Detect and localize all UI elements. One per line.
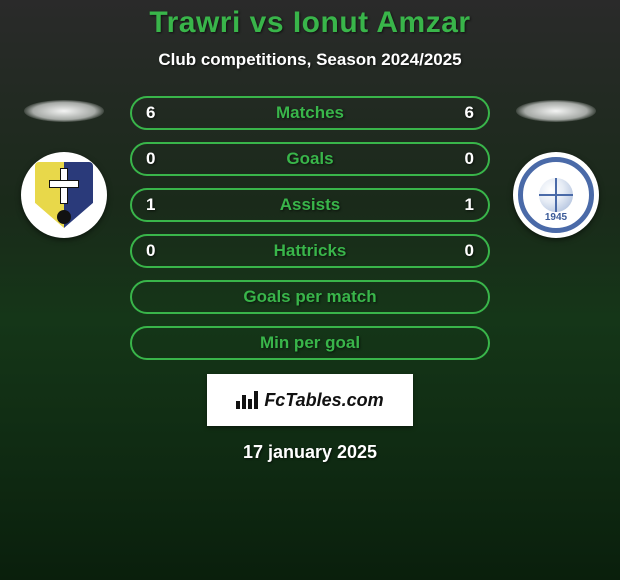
- stat-label: Hattricks: [274, 241, 347, 261]
- shield-icon: [35, 162, 93, 228]
- left-player-column: [14, 96, 114, 238]
- football-icon: [539, 178, 573, 212]
- main-row: 6 Matches 6 0 Goals 0 1 Assists 1 0 Hatt…: [0, 96, 620, 360]
- stat-row-goals: 0 Goals 0: [130, 142, 490, 176]
- bar-chart-icon: [236, 391, 258, 409]
- comparison-card: Trawri vs Ionut Amzar Club competitions,…: [0, 0, 620, 580]
- stat-right-value: 0: [465, 241, 474, 261]
- stat-label: Goals: [286, 149, 333, 169]
- brand-link[interactable]: FcTables.com: [207, 374, 413, 426]
- player-silhouette-shadow: [516, 100, 596, 122]
- player-silhouette-shadow: [24, 100, 104, 122]
- stat-row-goals-per-match: Goals per match: [130, 280, 490, 314]
- stat-row-min-per-goal: Min per goal: [130, 326, 490, 360]
- stat-left-value: 0: [146, 149, 155, 169]
- stat-right-value: 0: [465, 149, 474, 169]
- page-title: Trawri vs Ionut Amzar: [149, 6, 470, 40]
- stat-left-value: 6: [146, 103, 155, 123]
- stat-row-matches: 6 Matches 6: [130, 96, 490, 130]
- left-club-logo: [21, 152, 107, 238]
- club-year: 1945: [523, 212, 589, 223]
- stat-left-value: 0: [146, 241, 155, 261]
- stat-label: Min per goal: [260, 333, 360, 353]
- stat-row-hattricks: 0 Hattricks 0: [130, 234, 490, 268]
- subtitle: Club competitions, Season 2024/2025: [158, 50, 461, 70]
- date-label: 17 january 2025: [243, 442, 377, 463]
- stat-right-value: 6: [465, 103, 474, 123]
- stat-left-value: 1: [146, 195, 155, 215]
- stats-column: 6 Matches 6 0 Goals 0 1 Assists 1 0 Hatt…: [130, 96, 490, 360]
- stat-label: Assists: [280, 195, 340, 215]
- stat-row-assists: 1 Assists 1: [130, 188, 490, 222]
- right-player-column: 1945: [506, 96, 606, 238]
- stat-label: Goals per match: [243, 287, 376, 307]
- stat-label: Matches: [276, 103, 344, 123]
- right-club-logo: 1945: [513, 152, 599, 238]
- brand-text: FcTables.com: [264, 390, 383, 411]
- ring-badge-icon: 1945: [518, 157, 594, 233]
- stat-right-value: 1: [465, 195, 474, 215]
